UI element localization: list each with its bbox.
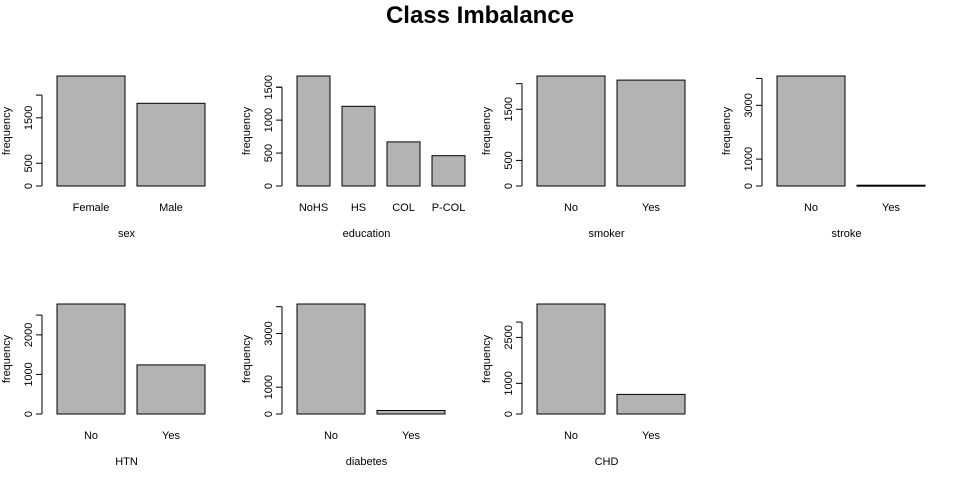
y-axis-label: frequency [481,106,493,155]
y-tick-label: 1500 [503,97,515,121]
y-tick-label: 3000 [743,93,755,117]
x-axis-label: education [343,228,391,240]
bar-education-hs [341,105,376,187]
chart-stroke: No Yes 0 1000 3000 frequency stroke [721,75,926,240]
x-tick-label: Male [159,202,183,214]
bar-education-col [386,141,421,187]
chart-smoker: No Yes 0 500 1500 frequency smoker [481,75,686,240]
x-tick-label: HS [351,202,366,214]
x-axis-label: smoker [588,228,624,240]
y-tick-label: 1000 [263,375,275,399]
chart-chd: No Yes 0 1000 2500 frequency CHD [481,303,686,468]
bar-smoker-no [536,75,606,187]
bar-sex-female [56,75,126,187]
x-tick-label: P-COL [432,202,466,214]
bar-htn-yes [136,364,206,415]
x-tick-label: No [84,430,98,442]
y-axis-label: frequency [481,334,493,383]
bar-htn-no [56,303,126,415]
x-tick-label: No [564,430,578,442]
y-tick-label: 1000 [743,147,755,171]
bar-chd-no [536,303,606,415]
y-axis-label: frequency [241,106,253,155]
y-tick-label: 0 [503,411,515,417]
y-tick-label: 500 [23,154,35,172]
x-axis-label: CHD [595,456,619,468]
y-tick-label: 1000 [263,108,275,132]
x-axis-label: sex [118,228,136,240]
x-tick-label: Yes [642,202,660,214]
chart-sex: Female Male 0 500 1500 frequency sex [1,75,206,240]
y-tick-label: 0 [23,183,35,189]
y-tick-label: 0 [263,411,275,417]
bar-stroke-yes [856,184,926,187]
bar-diabetes-no [296,303,366,415]
figure-title: Class Imbalance [385,2,575,29]
y-tick-label: 1000 [23,362,35,386]
x-tick-label: Yes [162,430,180,442]
x-tick-label: Yes [882,202,900,214]
y-tick-label: 0 [23,411,35,417]
bar-education-nohs [296,75,331,187]
y-tick-label: 1000 [503,371,515,395]
x-tick-label: No [804,202,818,214]
x-tick-label: Yes [402,430,420,442]
y-tick-label: 2500 [503,325,515,349]
y-tick-label: 0 [503,183,515,189]
y-axis-label: frequency [1,334,13,383]
chart-diabetes: No Yes 0 1000 3000 frequency diabetes [241,303,446,468]
y-tick-label: 1500 [23,106,35,130]
bar-chd-yes [616,393,686,415]
bar-diabetes-yes [376,410,446,415]
bar-stroke-no [776,75,846,187]
y-tick-label: 500 [503,151,515,169]
x-tick-label: COL [392,202,415,214]
y-tick-label: 0 [743,183,755,189]
chart-htn: No Yes 0 1000 2000 frequency HTN [1,303,206,468]
x-tick-label: NoHS [299,202,328,214]
x-tick-label: No [324,430,338,442]
y-axis-label: frequency [721,106,733,155]
x-axis-label: HTN [115,456,138,468]
x-tick-label: Female [73,202,110,214]
y-tick-label: 0 [263,183,275,189]
chart-education: NoHS HS COL P-COL 0 500 1000 1500 frequency educa… [241,75,466,240]
bar-sex-male [136,102,206,187]
x-tick-label: No [564,202,578,214]
y-axis-label: frequency [241,334,253,383]
y-tick-label: 2000 [23,323,35,347]
x-tick-label: Yes [642,430,660,442]
y-tick-label: 500 [263,144,275,162]
bar-smoker-yes [616,79,686,187]
bar-education-p-col [431,155,466,187]
y-tick-label: 1500 [263,75,275,99]
y-tick-label: 3000 [263,321,275,345]
x-axis-label: diabetes [346,456,388,468]
x-axis-label: stroke [832,228,862,240]
y-axis-label: frequency [1,106,13,155]
